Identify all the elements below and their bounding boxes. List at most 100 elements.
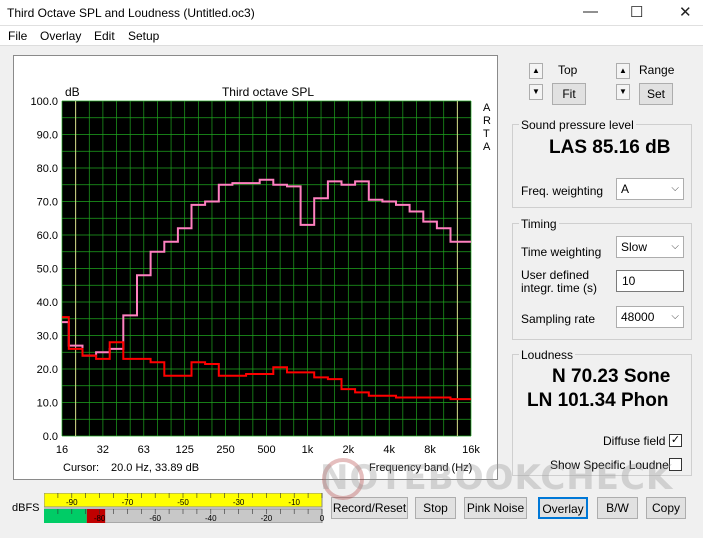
menu-setup[interactable]: Setup xyxy=(128,29,160,43)
series-line-1 xyxy=(62,178,471,357)
arta-letter: A xyxy=(483,102,491,114)
y-tick-label: 0.0 xyxy=(43,431,58,443)
meter-scale-label: 0 xyxy=(320,514,325,523)
series-line-2 xyxy=(62,316,471,401)
time-weighting-select[interactable]: Slow ⌵ xyxy=(616,236,684,258)
loudness-group-label: Loudness xyxy=(519,348,576,362)
timing-group-label: Timing xyxy=(519,217,559,231)
chart-title: Third octave SPL xyxy=(222,85,314,99)
y-tick-label: 40.0 xyxy=(37,297,58,309)
range-up-arrow-icon[interactable]: ▲ xyxy=(616,63,630,79)
freq-weighting-value: A xyxy=(621,182,630,196)
meter-level-green xyxy=(44,509,87,523)
meter-scale-label: -70 xyxy=(122,498,134,507)
x-tick-label: 4k xyxy=(383,444,395,456)
spl-value: LAS 85.16 dB xyxy=(549,137,671,158)
time-weighting-value: Slow xyxy=(621,240,648,254)
y-tick-label: 20.0 xyxy=(37,364,58,376)
meter-level-red xyxy=(86,509,106,523)
range-down-arrow-icon[interactable]: ▼ xyxy=(616,84,630,100)
x-tick-label: 250 xyxy=(216,444,234,456)
y-tick-label: 60.0 xyxy=(37,230,58,242)
set-button[interactable]: Set xyxy=(639,83,673,105)
menu-overlay[interactable]: Overlay xyxy=(40,29,82,43)
y-tick-label: 90.0 xyxy=(37,130,58,142)
x-tick-label: 32 xyxy=(97,444,109,456)
watermark-logo-icon xyxy=(322,458,364,500)
time-weighting-label: Time weighting xyxy=(521,245,602,259)
menu-edit[interactable]: Edit xyxy=(94,29,115,43)
minimize-icon[interactable]: — xyxy=(583,3,598,20)
integr-time-input[interactable]: 10 xyxy=(616,270,684,292)
spl-group-label: Sound pressure level xyxy=(519,118,636,132)
x-tick-label: 1k xyxy=(302,444,314,456)
meter-scale-label: -40 xyxy=(205,514,217,523)
title-bar: Third Octave SPL and Loudness (Untitled.… xyxy=(0,0,703,26)
bw-button[interactable]: B/W xyxy=(597,497,638,519)
y-tick-label: 50.0 xyxy=(37,264,58,276)
x-tick-label: 125 xyxy=(176,444,194,456)
sampling-rate-label: Sampling rate xyxy=(521,312,596,326)
menu-bar: File Overlay Edit Setup xyxy=(0,26,703,46)
x-tick-label: 8k xyxy=(424,444,436,456)
cursor-label: Cursor: xyxy=(63,462,99,474)
cursor-value: 20.0 Hz, 33.89 dB xyxy=(111,462,199,474)
record-reset-button[interactable]: Record/Reset xyxy=(331,497,408,519)
level-meter: -90 -70 -50 -30 -10 -80 -60 -40 -20 0 xyxy=(44,493,325,523)
y-tick-label: 30.0 xyxy=(37,331,58,343)
check-icon: ✓ xyxy=(670,434,681,446)
y-tick-label: 10.0 xyxy=(37,398,58,410)
top-down-arrow-icon[interactable]: ▼ xyxy=(529,84,543,100)
meter-scale-label: -60 xyxy=(149,514,161,523)
maximize-icon[interactable]: ☐ xyxy=(630,4,644,21)
pink-noise-button[interactable]: Pink Noise xyxy=(464,497,527,519)
arta-letter: R xyxy=(483,115,491,127)
x-tick-label: 2k xyxy=(342,444,354,456)
integr-time-label-2: integr. time (s) xyxy=(521,281,598,295)
arta-letter: T xyxy=(483,128,490,140)
chevron-down-icon: ⌵ xyxy=(671,311,679,322)
close-icon[interactable]: ✕ xyxy=(679,4,692,21)
y-tick-label: 100.0 xyxy=(30,96,58,108)
chevron-down-icon: ⌵ xyxy=(671,241,679,252)
freq-weighting-label: Freq. weighting xyxy=(521,184,604,198)
meter-scale-label: -50 xyxy=(177,498,189,507)
menu-file[interactable]: File xyxy=(8,29,28,43)
x-tick-label: 16k xyxy=(462,444,480,456)
x-tick-label: 16 xyxy=(56,444,68,456)
top-label: Top xyxy=(558,63,578,77)
loudness-phon-value: LN 101.34 Phon xyxy=(527,390,669,411)
y-tick-label: 80.0 xyxy=(37,163,58,175)
x-axis-label: Frequency band (Hz) xyxy=(369,462,472,474)
sampling-rate-select[interactable]: 48000 ⌵ xyxy=(616,306,684,328)
x-tick-label: 63 xyxy=(138,444,150,456)
freq-weighting-select[interactable]: A ⌵ xyxy=(616,178,684,200)
meter-scale-label: -10 xyxy=(288,498,300,507)
fit-button[interactable]: Fit xyxy=(552,83,586,105)
meter-scale-label: -80 xyxy=(94,514,106,523)
top-up-arrow-icon[interactable]: ▲ xyxy=(529,63,543,79)
meter-scale-label: -90 xyxy=(66,498,78,507)
loudness-group xyxy=(512,354,692,476)
diffuse-field-checkbox[interactable]: ✓ xyxy=(669,434,682,447)
sampling-rate-value: 48000 xyxy=(621,310,655,324)
y-tick-label: 70.0 xyxy=(37,197,58,209)
window-title: Third Octave SPL and Loudness (Untitled.… xyxy=(7,6,255,20)
timing-group xyxy=(512,223,692,340)
chevron-down-icon: ⌵ xyxy=(671,183,679,194)
x-tick-label: 500 xyxy=(257,444,275,456)
meter-scale-label: -30 xyxy=(233,498,245,507)
y-axis-label: dB xyxy=(65,85,80,99)
meter-scale-label: -20 xyxy=(261,514,273,523)
overlay-button[interactable]: Overlay xyxy=(538,497,588,519)
arta-letter: A xyxy=(483,141,491,153)
meter-label: dBFS xyxy=(12,502,40,514)
copy-button[interactable]: Copy xyxy=(646,497,686,519)
specific-loudness-checkbox[interactable] xyxy=(669,458,682,471)
stop-button[interactable]: Stop xyxy=(415,497,456,519)
loudness-sone-value: N 70.23 Sone xyxy=(552,366,671,387)
range-label: Range xyxy=(639,63,675,77)
diffuse-field-label: Diffuse field xyxy=(603,434,666,448)
